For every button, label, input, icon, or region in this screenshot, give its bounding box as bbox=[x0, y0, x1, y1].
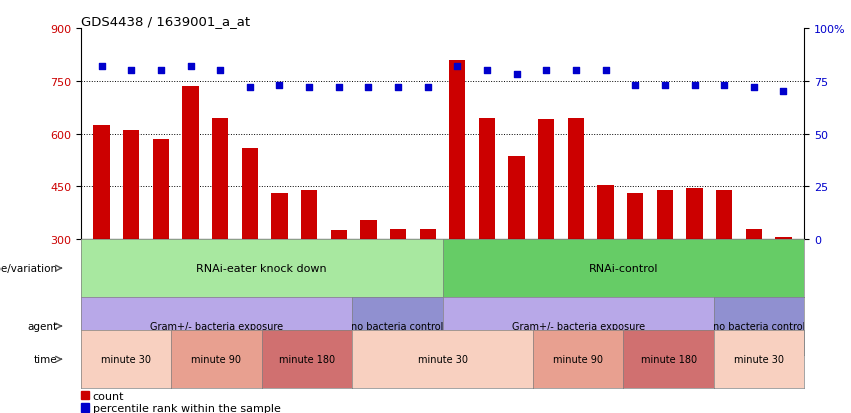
Bar bbox=[657, 190, 673, 240]
Point bbox=[302, 85, 316, 91]
Bar bbox=[81, 391, 89, 399]
Point bbox=[332, 85, 346, 91]
Point bbox=[688, 83, 701, 89]
Point bbox=[480, 68, 494, 74]
Text: agent: agent bbox=[27, 321, 58, 331]
Text: count: count bbox=[93, 391, 124, 401]
Bar bbox=[597, 185, 614, 240]
Point bbox=[777, 89, 791, 95]
Bar bbox=[182, 87, 198, 240]
Text: minute 180: minute 180 bbox=[279, 354, 335, 364]
Bar bbox=[360, 220, 376, 240]
Point bbox=[599, 68, 613, 74]
Point bbox=[540, 68, 553, 74]
Bar bbox=[775, 238, 791, 240]
Bar bbox=[330, 231, 347, 240]
Text: minute 30: minute 30 bbox=[734, 354, 784, 364]
Point bbox=[450, 64, 464, 70]
Bar bbox=[242, 148, 258, 240]
Point bbox=[362, 85, 375, 91]
Point bbox=[747, 85, 761, 91]
Text: minute 90: minute 90 bbox=[553, 354, 603, 364]
Bar bbox=[81, 403, 89, 412]
Bar bbox=[212, 119, 228, 240]
Point bbox=[243, 85, 257, 91]
Bar bbox=[152, 140, 169, 240]
Text: RNAi-control: RNAi-control bbox=[589, 263, 658, 273]
Point bbox=[391, 85, 405, 91]
Bar bbox=[301, 190, 317, 240]
Text: time: time bbox=[34, 354, 58, 364]
Bar bbox=[390, 229, 406, 240]
Point bbox=[421, 85, 435, 91]
Bar bbox=[479, 119, 495, 240]
Text: GDS4438 / 1639001_a_at: GDS4438 / 1639001_a_at bbox=[81, 15, 250, 28]
Text: minute 30: minute 30 bbox=[418, 354, 467, 364]
Bar bbox=[449, 61, 465, 240]
Point bbox=[628, 83, 642, 89]
Point bbox=[658, 83, 671, 89]
Bar bbox=[716, 190, 733, 240]
Bar bbox=[94, 126, 110, 240]
Point bbox=[184, 64, 197, 70]
Point bbox=[154, 68, 168, 74]
Point bbox=[94, 64, 108, 70]
Text: minute 30: minute 30 bbox=[101, 354, 151, 364]
Bar bbox=[745, 229, 762, 240]
Text: no bacteria control: no bacteria control bbox=[351, 321, 443, 331]
Bar bbox=[687, 189, 703, 240]
Bar bbox=[538, 120, 555, 240]
Point bbox=[717, 83, 731, 89]
Point bbox=[510, 72, 523, 78]
Text: no bacteria control: no bacteria control bbox=[713, 321, 805, 331]
Text: minute 90: minute 90 bbox=[191, 354, 242, 364]
Point bbox=[272, 83, 286, 89]
Text: RNAi-eater knock down: RNAi-eater knock down bbox=[197, 263, 327, 273]
Text: percentile rank within the sample: percentile rank within the sample bbox=[93, 403, 281, 413]
Bar bbox=[123, 131, 140, 240]
Point bbox=[124, 68, 138, 74]
Text: Gram+/- bacteria exposure: Gram+/- bacteria exposure bbox=[150, 321, 283, 331]
Text: Gram+/- bacteria exposure: Gram+/- bacteria exposure bbox=[511, 321, 645, 331]
Bar bbox=[271, 194, 288, 240]
Bar bbox=[627, 194, 643, 240]
Text: minute 180: minute 180 bbox=[641, 354, 697, 364]
Bar bbox=[420, 229, 436, 240]
Point bbox=[214, 68, 227, 74]
Point bbox=[569, 68, 583, 74]
Bar bbox=[509, 157, 525, 240]
Bar bbox=[568, 119, 584, 240]
Text: genotype/variation: genotype/variation bbox=[0, 263, 58, 273]
